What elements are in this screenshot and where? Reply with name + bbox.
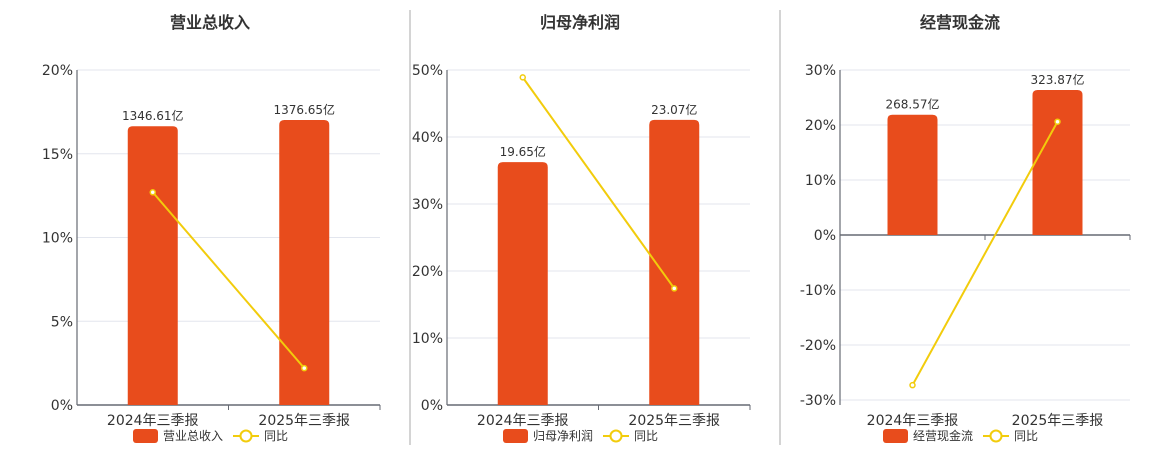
bar-data-label: 1376.65亿 <box>273 102 335 117</box>
x-category-label: 2024年三季报 <box>867 413 959 429</box>
yoy-point <box>301 364 308 372</box>
y-tick-label: 10% <box>805 173 836 189</box>
bar <box>887 114 938 235</box>
legend-bar-label: 营业总收入 <box>163 429 223 443</box>
y-tick-label: 30% <box>412 197 443 213</box>
legend-line-marker <box>989 429 1003 443</box>
yoy-line <box>151 191 306 369</box>
yoy-point <box>671 285 678 292</box>
y-tick-label: 50% <box>412 63 443 79</box>
legend-line-label: 同比 <box>264 429 288 443</box>
x-category-label: 2024年三季报 <box>107 413 199 429</box>
y-tick-label: 0% <box>51 398 73 414</box>
bar <box>649 119 700 405</box>
x-category-label: 2025年三季报 <box>1012 413 1104 429</box>
legend-bar-label: 归母净利润 <box>533 429 593 443</box>
y-tick-label: -20% <box>800 338 836 354</box>
x-category-label: 2024年三季报 <box>477 413 569 429</box>
bar-data-label: 19.65亿 <box>500 144 546 159</box>
legend-line-label: 同比 <box>1014 429 1038 443</box>
yoy-point <box>1054 118 1061 125</box>
legend-bar-swatch <box>883 429 908 443</box>
y-tick-label: 20% <box>805 118 836 134</box>
y-tick-label: 15% <box>42 147 73 163</box>
legend-line-marker <box>609 429 623 443</box>
bar <box>279 119 330 405</box>
bar <box>497 162 548 405</box>
legend-line-label: 同比 <box>634 429 658 443</box>
x-category-label: 2025年三季报 <box>258 413 350 429</box>
y-tick-label: 20% <box>412 264 443 280</box>
y-tick-label: 0% <box>814 228 836 244</box>
legend-line-marker <box>239 429 253 443</box>
chart-title: 经营现金流 <box>920 13 1000 32</box>
bar-data-label: 323.87亿 <box>1031 72 1085 87</box>
bar <box>127 126 178 406</box>
y-tick-label: 0% <box>421 398 443 414</box>
bar-data-label: 1346.61亿 <box>122 108 184 123</box>
chart-title: 营业总收入 <box>170 13 250 32</box>
y-tick-label: 30% <box>805 63 836 79</box>
yoy-line <box>521 76 676 290</box>
yoy-line <box>911 121 1059 386</box>
y-tick-label: -10% <box>800 283 836 299</box>
y-tick-label: 5% <box>51 314 73 330</box>
legend-bar-swatch <box>503 429 528 443</box>
legend-bar-swatch <box>133 429 158 443</box>
legend-bar-label: 经营现金流 <box>913 428 973 443</box>
y-tick-label: 10% <box>42 231 73 247</box>
yoy-point <box>519 74 526 81</box>
bar <box>1032 89 1083 235</box>
yoy-point <box>909 381 916 389</box>
yoy-point <box>149 189 156 196</box>
y-tick-label: 10% <box>412 331 443 347</box>
x-category-label: 2025年三季报 <box>628 413 720 429</box>
bar-data-label: 23.07亿 <box>651 102 697 117</box>
y-tick-label: 40% <box>412 130 443 146</box>
bar-data-label: 268.57亿 <box>886 97 940 112</box>
chart-title: 归母净利润 <box>540 13 620 32</box>
y-tick-label: 20% <box>42 63 73 79</box>
y-tick-label: -30% <box>800 393 836 409</box>
